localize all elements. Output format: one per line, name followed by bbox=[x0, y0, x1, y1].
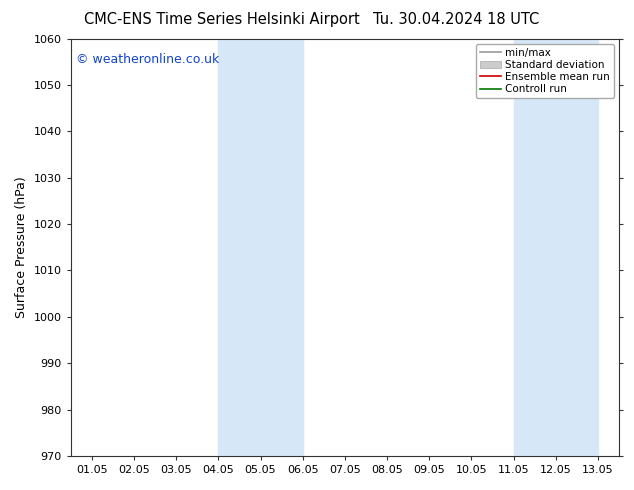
Text: Tu. 30.04.2024 18 UTC: Tu. 30.04.2024 18 UTC bbox=[373, 12, 540, 27]
Y-axis label: Surface Pressure (hPa): Surface Pressure (hPa) bbox=[15, 176, 28, 318]
Bar bbox=[218, 39, 302, 456]
Bar bbox=[514, 39, 598, 456]
Legend: min/max, Standard deviation, Ensemble mean run, Controll run: min/max, Standard deviation, Ensemble me… bbox=[476, 44, 614, 98]
Text: CMC-ENS Time Series Helsinki Airport: CMC-ENS Time Series Helsinki Airport bbox=[84, 12, 359, 27]
Text: © weatheronline.co.uk: © weatheronline.co.uk bbox=[76, 53, 219, 66]
